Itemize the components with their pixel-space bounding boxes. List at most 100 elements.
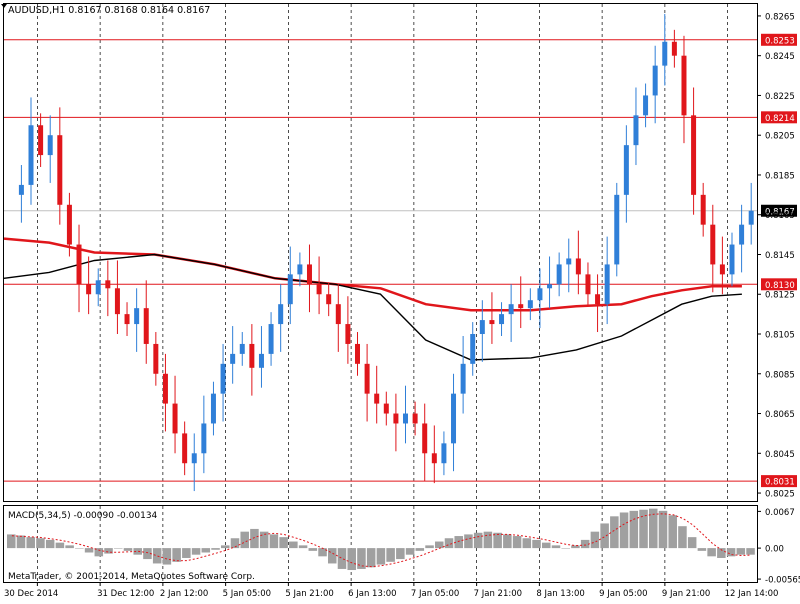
macd-bar — [269, 534, 279, 549]
macd-bar — [152, 548, 162, 564]
macd-indicator: 0.0067 0.00 -0.00565 — [7, 508, 800, 586]
macd-bar — [425, 545, 434, 549]
horizontal-levels[interactable]: 0.8253 0.8214 0.8130 0.8031 0.8167 — [4, 33, 797, 488]
time-tick-label: 31 Dec 12:00 — [97, 589, 154, 599]
macd-bar — [211, 548, 220, 550]
level-tag — [761, 278, 797, 291]
candle-body — [604, 264, 610, 305]
candle-body — [210, 393, 216, 424]
candle-body — [518, 304, 524, 309]
macd-bar — [45, 539, 55, 549]
macd-bar — [104, 548, 113, 554]
candle-body — [345, 324, 351, 344]
candle-body — [556, 264, 562, 285]
level-tag-label: 0.8214 — [765, 114, 795, 124]
macd-bar — [289, 541, 298, 549]
candle-body — [700, 194, 706, 225]
candle-body — [364, 363, 370, 394]
level-tag — [761, 475, 797, 488]
macd-bar — [308, 548, 318, 551]
candle-body — [537, 288, 543, 301]
candle-body — [748, 210, 754, 225]
candle-body — [143, 308, 149, 344]
candle-body — [595, 294, 601, 305]
macd-bar — [250, 528, 259, 549]
price-axis: 0.82650.82450.82250.82050.81850.81650.81… — [757, 12, 795, 500]
candle-body — [575, 258, 581, 275]
macd-bar — [493, 532, 502, 549]
time-tick-label: 7 Jan 21:00 — [474, 589, 522, 599]
candle-body — [297, 264, 303, 275]
time-tick-label: 9 Jan 21:00 — [662, 589, 710, 599]
time-tick-label: 8 Jan 13:00 — [536, 589, 584, 599]
candle-body — [508, 304, 514, 315]
price-tick-label: 0.8085 — [765, 370, 795, 380]
time-tick-label: 9 Jan 05:00 — [599, 589, 647, 599]
time-axis: 30 Dec 2014 31 Dec 12:00 2 Jan 12:00 5 Jan … — [4, 582, 778, 599]
price-tick-label: 0.8065 — [765, 410, 795, 420]
price-tick-label: 0.8265 — [765, 12, 795, 22]
candle-body — [66, 204, 72, 245]
candle-body — [403, 413, 409, 424]
macd-label: MACD(5,34,5) -0.00090 -0.00134 — [8, 511, 158, 521]
candle-body — [412, 413, 418, 424]
candle-body — [287, 274, 293, 305]
price-tick-label: 0.8165 — [765, 211, 795, 221]
candle-body — [124, 314, 130, 325]
level-tag — [761, 111, 797, 124]
macd-bar — [143, 548, 152, 560]
candle-body — [729, 244, 735, 275]
price-tick-label: 0.8045 — [765, 450, 795, 460]
ma-slow-line — [3, 237, 742, 312]
candle-body — [441, 443, 447, 464]
candle-body — [383, 403, 389, 414]
macd-bar — [36, 538, 45, 549]
macd-bar — [396, 548, 405, 560]
time-tick-label: 30 Dec 2014 — [4, 589, 58, 599]
current-price-label: 0.8167 — [765, 207, 795, 217]
macd-bar — [357, 548, 366, 569]
candle-body — [95, 280, 101, 295]
macd-bar — [610, 516, 619, 549]
level-tag-label: 0.8253 — [765, 36, 795, 46]
candle-body — [258, 353, 264, 368]
candle-body — [47, 135, 53, 156]
time-tick-label: 6 Jan 13:00 — [348, 589, 396, 599]
candle-body — [230, 353, 236, 364]
macd-bar — [405, 548, 415, 555]
price-tick-label: 0.8105 — [765, 331, 795, 341]
candle-body — [162, 373, 168, 404]
macd-bar — [162, 548, 172, 565]
macd-pane-frame — [3, 505, 758, 583]
macd-bar — [551, 545, 561, 549]
macd-bar — [366, 548, 376, 568]
macd-bar — [191, 548, 201, 555]
price-pane-frame — [3, 3, 758, 502]
macd-bar — [444, 538, 454, 549]
candle-body — [739, 224, 745, 245]
candle-body — [201, 423, 207, 454]
macd-bar — [561, 548, 570, 549]
candle-body — [18, 184, 24, 195]
candle-body — [38, 125, 44, 156]
dropdown-arrow-icon[interactable] — [1, 4, 7, 8]
candle-body — [220, 363, 226, 394]
price-tick-label: 0.8185 — [765, 171, 795, 181]
copyright-text: MetaTrader, © 2001-2014, MetaQuotes Soft… — [8, 572, 255, 582]
macd-bar — [230, 538, 240, 549]
macd-bar — [318, 548, 327, 557]
price-tick-label: 0.8125 — [765, 291, 795, 301]
macd-bar — [454, 536, 463, 549]
price-tick-label: 0.8245 — [765, 52, 795, 62]
macd-bar — [658, 510, 668, 549]
macd-bar — [259, 531, 269, 549]
macd-bar — [668, 515, 677, 549]
candle-body — [681, 55, 687, 116]
candle-body — [393, 413, 399, 424]
candle-body — [585, 274, 591, 295]
candle-body — [28, 125, 34, 185]
macd-bar — [687, 537, 697, 549]
macd-bar — [678, 526, 687, 549]
